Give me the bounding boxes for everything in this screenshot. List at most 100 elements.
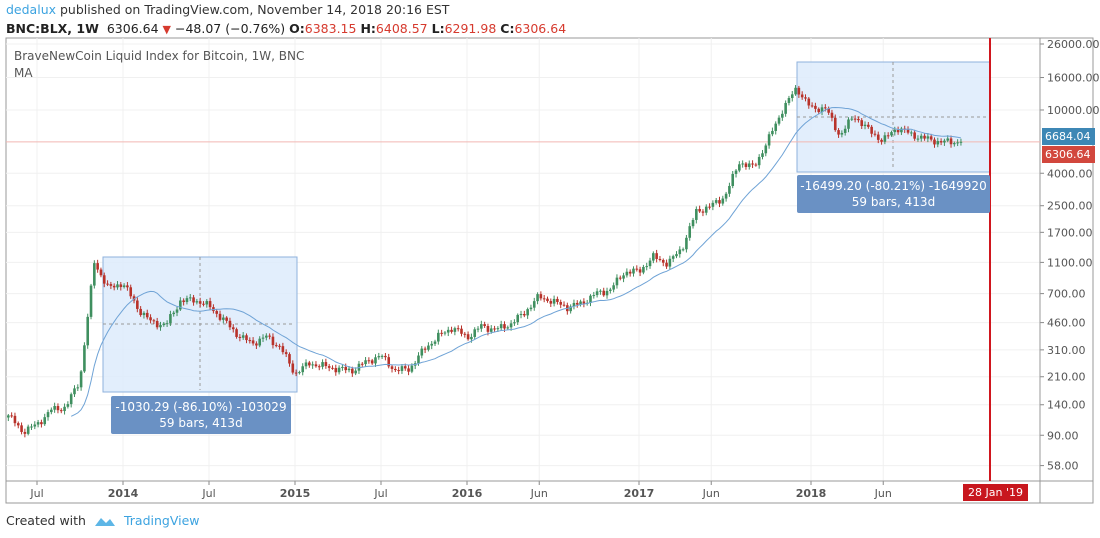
cursor-date-label: 28 Jan '19	[963, 484, 1028, 501]
candle	[883, 135, 887, 142]
candle	[701, 211, 705, 213]
candle	[751, 163, 754, 165]
candle	[251, 340, 255, 344]
candle	[546, 298, 549, 302]
candle	[89, 285, 93, 317]
candle	[516, 314, 520, 323]
indicator-label[interactable]: MA	[14, 66, 33, 80]
candle	[331, 367, 334, 369]
candle	[536, 294, 539, 302]
candle	[876, 134, 880, 140]
candle	[238, 336, 242, 338]
candle	[526, 309, 529, 316]
candle	[149, 317, 152, 321]
tradingview-link[interactable]: TradingView	[123, 513, 200, 528]
candle	[837, 130, 840, 135]
candle	[394, 368, 397, 371]
candle	[860, 120, 864, 127]
candle	[387, 357, 391, 367]
candle	[499, 324, 503, 329]
candle	[284, 352, 288, 355]
x-tick-label: Jul	[373, 487, 387, 500]
candle	[916, 138, 920, 140]
candle	[827, 108, 830, 113]
candle	[192, 297, 195, 303]
candle	[685, 237, 688, 250]
candle	[820, 107, 824, 113]
candle	[767, 134, 771, 146]
candle	[360, 363, 364, 365]
candle	[579, 301, 582, 305]
candle	[489, 328, 493, 332]
candle	[126, 285, 129, 288]
candle	[112, 285, 116, 288]
y-tick-label: 1100.00	[1047, 256, 1093, 269]
candle	[96, 263, 99, 270]
candle	[857, 118, 860, 121]
candle	[847, 119, 850, 129]
candle	[638, 269, 642, 273]
candle	[208, 301, 212, 308]
candle	[53, 406, 56, 410]
author-link[interactable]: dedalux	[6, 2, 57, 17]
candle	[354, 370, 357, 374]
candle	[420, 348, 424, 356]
candle	[347, 368, 351, 371]
y-tick-label: 210.00	[1047, 371, 1086, 384]
candle	[691, 219, 695, 227]
x-tick-label: Jul	[201, 487, 215, 500]
candle	[781, 113, 784, 118]
candle	[870, 126, 873, 134]
candle	[390, 366, 394, 369]
candle	[463, 333, 467, 335]
x-tick-label: 2015	[280, 487, 311, 500]
candle	[549, 301, 553, 304]
close-value: 6306.64	[514, 21, 567, 36]
candle	[79, 371, 83, 388]
candle	[721, 198, 725, 204]
candle	[33, 424, 37, 427]
candle	[30, 426, 33, 428]
candle	[46, 412, 50, 418]
candle	[453, 328, 457, 332]
candle	[450, 329, 453, 332]
series-title: BraveNewCoin Liquid Index for Bitcoin, 1…	[14, 49, 305, 63]
candle	[69, 394, 73, 405]
candle	[873, 133, 877, 135]
chart-legend: BraveNewCoin Liquid Index for Bitcoin, 1…	[14, 48, 304, 82]
candle	[377, 356, 381, 358]
x-tick-label: Jun	[530, 487, 548, 500]
candle	[946, 138, 950, 141]
candle	[274, 345, 278, 347]
candle	[198, 301, 202, 304]
candle	[671, 256, 675, 259]
candle	[609, 289, 612, 291]
candle	[661, 259, 665, 263]
candle	[136, 300, 139, 309]
candle	[513, 322, 516, 324]
candle	[929, 136, 933, 140]
candle	[433, 341, 437, 344]
candle	[612, 285, 615, 290]
candle	[245, 335, 248, 341]
moving-average-line	[70, 106, 961, 417]
candle	[572, 302, 576, 307]
candle	[582, 301, 586, 304]
candle	[311, 364, 314, 366]
candle	[321, 362, 324, 367]
candle	[403, 366, 407, 369]
candle	[440, 332, 443, 334]
publish-text: published on TradingView.com, November 1…	[60, 2, 450, 17]
candle	[281, 346, 285, 353]
candle	[784, 102, 787, 114]
candle	[747, 163, 751, 167]
candle	[850, 118, 854, 120]
candle	[665, 262, 668, 267]
x-tick-label: Jun	[874, 487, 892, 500]
candle	[258, 338, 262, 346]
high-label: H:	[360, 21, 376, 36]
candle	[483, 324, 486, 327]
candle	[867, 124, 870, 127]
candle	[814, 105, 817, 109]
candle	[304, 362, 308, 367]
